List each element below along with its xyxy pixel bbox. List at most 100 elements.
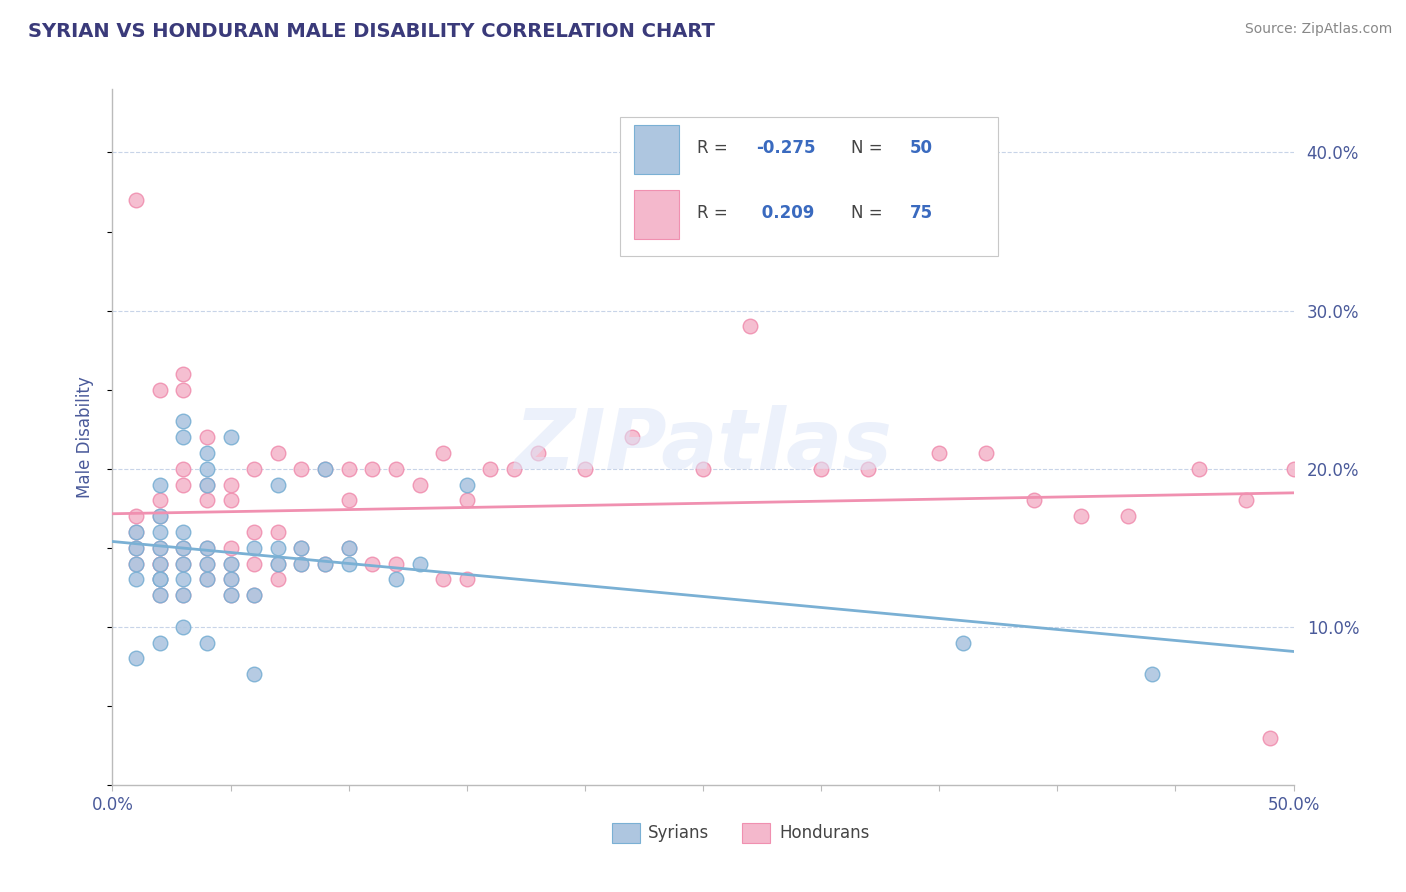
Point bbox=[976, 446, 998, 460]
Point bbox=[692, 461, 714, 475]
Point bbox=[267, 477, 290, 491]
Point bbox=[408, 477, 430, 491]
Point bbox=[195, 477, 218, 491]
Point bbox=[195, 541, 218, 555]
Point bbox=[149, 541, 172, 555]
Point bbox=[858, 461, 880, 475]
Point bbox=[314, 461, 336, 475]
Point bbox=[195, 461, 218, 475]
Point bbox=[526, 446, 548, 460]
Point bbox=[149, 509, 172, 524]
Point bbox=[219, 493, 242, 508]
Text: Source: ZipAtlas.com: Source: ZipAtlas.com bbox=[1244, 22, 1392, 37]
Point bbox=[408, 557, 430, 571]
Point bbox=[337, 541, 360, 555]
Point bbox=[125, 557, 148, 571]
Point bbox=[243, 557, 266, 571]
Point bbox=[1188, 461, 1211, 475]
Point bbox=[1258, 731, 1281, 745]
Point bbox=[219, 573, 242, 587]
Point bbox=[243, 588, 266, 602]
Point bbox=[243, 588, 266, 602]
Point bbox=[125, 541, 148, 555]
Point bbox=[1022, 493, 1045, 508]
Point bbox=[385, 573, 408, 587]
Point bbox=[952, 635, 974, 649]
Point bbox=[195, 446, 218, 460]
Point bbox=[172, 588, 194, 602]
Point bbox=[195, 573, 218, 587]
Point bbox=[125, 573, 148, 587]
Point bbox=[456, 477, 478, 491]
Point bbox=[267, 573, 290, 587]
Point bbox=[337, 493, 360, 508]
Point bbox=[219, 541, 242, 555]
Text: Syrians: Syrians bbox=[648, 824, 710, 842]
Point bbox=[219, 557, 242, 571]
Point bbox=[172, 541, 194, 555]
Point bbox=[290, 461, 312, 475]
Point bbox=[243, 541, 266, 555]
Point bbox=[195, 541, 218, 555]
Point bbox=[172, 477, 194, 491]
Point bbox=[219, 477, 242, 491]
Y-axis label: Male Disability: Male Disability bbox=[76, 376, 94, 498]
Text: R =: R = bbox=[697, 139, 733, 157]
Point bbox=[195, 557, 218, 571]
Point bbox=[267, 557, 290, 571]
Point bbox=[149, 541, 172, 555]
Point bbox=[456, 493, 478, 508]
Point bbox=[125, 651, 148, 665]
Point bbox=[172, 557, 194, 571]
Point bbox=[385, 461, 408, 475]
Point bbox=[1116, 509, 1139, 524]
Point bbox=[267, 557, 290, 571]
Point bbox=[149, 557, 172, 571]
Point bbox=[172, 383, 194, 397]
Point bbox=[172, 573, 194, 587]
Point bbox=[149, 557, 172, 571]
Text: 75: 75 bbox=[910, 204, 932, 222]
Point bbox=[195, 477, 218, 491]
Point bbox=[195, 493, 218, 508]
Point bbox=[149, 573, 172, 587]
Point bbox=[172, 557, 194, 571]
Point bbox=[125, 524, 148, 539]
Text: N =: N = bbox=[851, 139, 887, 157]
Point bbox=[172, 461, 194, 475]
Text: R =: R = bbox=[697, 204, 733, 222]
Point bbox=[172, 430, 194, 444]
Text: Hondurans: Hondurans bbox=[779, 824, 869, 842]
Point bbox=[149, 557, 172, 571]
Point bbox=[267, 541, 290, 555]
Point bbox=[195, 635, 218, 649]
FancyBboxPatch shape bbox=[634, 190, 679, 239]
Point bbox=[125, 524, 148, 539]
Point bbox=[172, 367, 194, 381]
Point bbox=[479, 461, 502, 475]
Point bbox=[337, 461, 360, 475]
Point bbox=[172, 620, 194, 634]
Point bbox=[621, 430, 644, 444]
Point bbox=[172, 541, 194, 555]
Point bbox=[243, 461, 266, 475]
Point bbox=[290, 541, 312, 555]
Point bbox=[314, 461, 336, 475]
Point bbox=[1282, 461, 1305, 475]
Point bbox=[290, 541, 312, 555]
Point bbox=[149, 588, 172, 602]
Text: ZIPatlas: ZIPatlas bbox=[515, 406, 891, 486]
Point bbox=[361, 557, 384, 571]
Point bbox=[172, 524, 194, 539]
Point bbox=[149, 635, 172, 649]
FancyBboxPatch shape bbox=[634, 126, 679, 174]
Point bbox=[172, 588, 194, 602]
Point bbox=[219, 588, 242, 602]
Point bbox=[1070, 509, 1092, 524]
Point bbox=[928, 446, 950, 460]
Point bbox=[574, 461, 596, 475]
Text: 0.209: 0.209 bbox=[756, 204, 814, 222]
Point bbox=[503, 461, 526, 475]
Text: 50: 50 bbox=[910, 139, 932, 157]
Point bbox=[267, 524, 290, 539]
